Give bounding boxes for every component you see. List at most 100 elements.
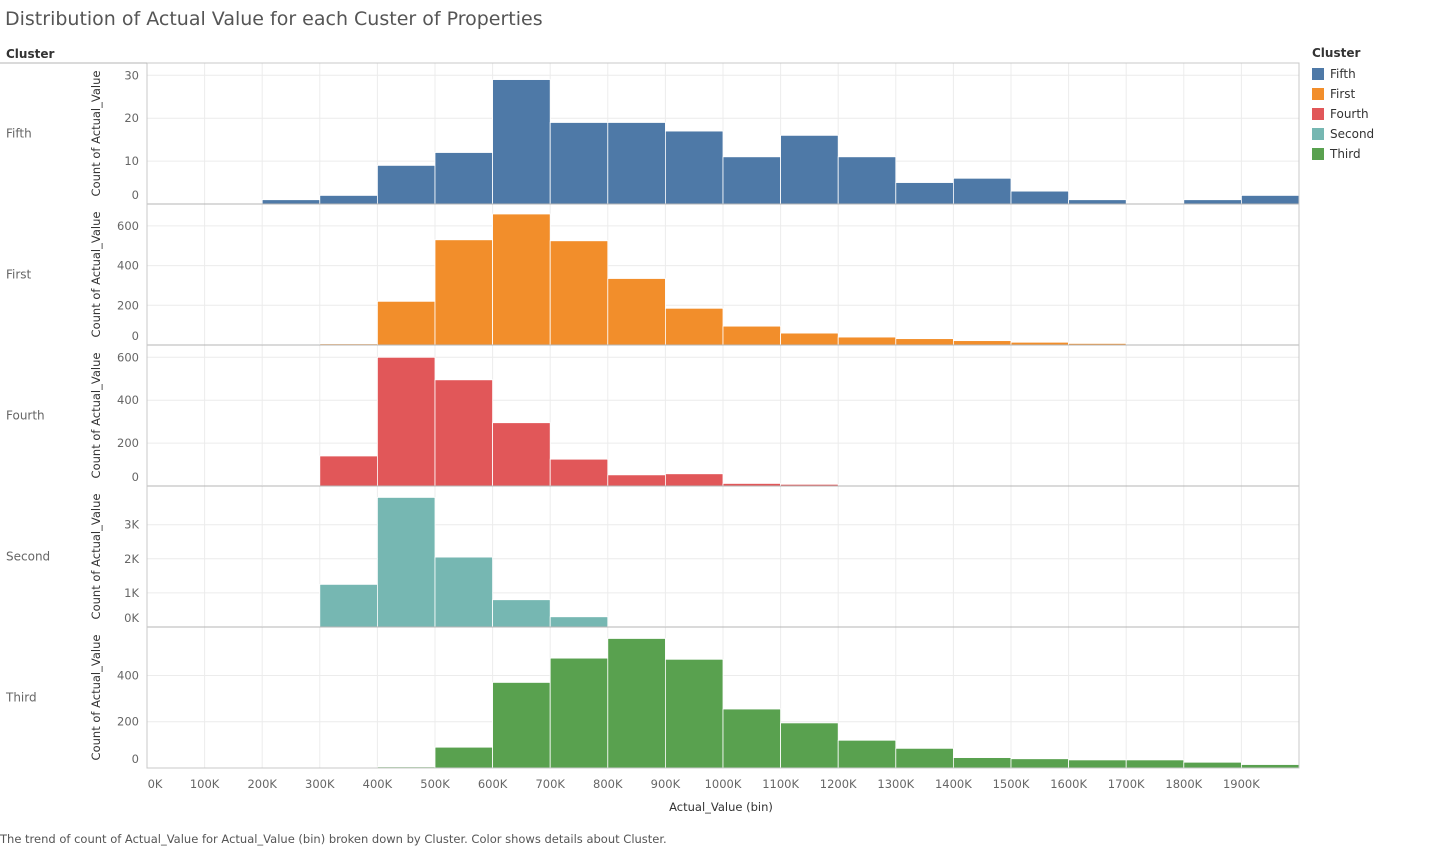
bar-second-300k — [319, 583, 378, 628]
bar-third-500k — [434, 746, 493, 769]
y-tick-label: 30 — [124, 68, 139, 82]
legend-label: Second — [1330, 127, 1375, 141]
legend: Cluster Fifth First Fourth Second Third — [1312, 46, 1374, 164]
x-axis: 0K 100K 200K 300K 400K 500K 600K 700K 800K 900K 10… — [148, 777, 1261, 814]
panel-first: 0 200 400 600 Count of Actual_Value First — [6, 212, 1299, 346]
bar-first-1000k — [722, 325, 781, 346]
bar-fifth-1500k — [1010, 190, 1069, 205]
chart-caption: The trend of count of Actual_Value for A… — [0, 832, 667, 846]
x-tick-label: 1200K — [820, 777, 857, 791]
legend-item-second[interactable]: Second — [1312, 124, 1374, 144]
bar-fifth-1600k — [1068, 199, 1127, 205]
x-tick-label: 1400K — [935, 777, 972, 791]
bar-first-1300k — [895, 338, 954, 346]
x-tick-label: 700K — [535, 777, 565, 791]
bar-second-400k — [376, 497, 436, 628]
bar-fifth-900k — [665, 130, 724, 205]
bar-fifth-200k — [261, 199, 321, 205]
y-axis-title: Count of Actual_Value — [89, 635, 103, 761]
bar-third-1100k — [780, 722, 839, 769]
bar-first-500k — [434, 239, 493, 346]
bar-fifth-1100k — [780, 134, 839, 205]
x-tick-label: 400K — [363, 777, 393, 791]
legend-item-fourth[interactable]: Fourth — [1312, 104, 1374, 124]
legend-swatch — [1312, 148, 1324, 160]
row-label-third: Third — [5, 691, 37, 705]
bar-third-1600k — [1068, 759, 1127, 769]
bar-third-1500k — [1010, 758, 1069, 769]
bar-third-1200k — [837, 739, 897, 769]
panel-fifth: 0 10 20 30 Count of Actual_Value Fifth — [6, 68, 1300, 205]
legend-swatch — [1312, 128, 1324, 140]
x-tick-label: 1900K — [1223, 777, 1260, 791]
x-tick-label: 1000K — [705, 777, 742, 791]
legend-item-first[interactable]: First — [1312, 84, 1374, 104]
y-tick-label: 0 — [132, 470, 139, 484]
bar-fifth-600k — [492, 79, 551, 205]
bar-third-1900k — [1241, 764, 1300, 769]
x-tick-label: 100K — [190, 777, 220, 791]
bar-fifth-1900k — [1241, 195, 1300, 205]
y-tick-label: 10 — [124, 154, 139, 168]
bar-third-1700k — [1125, 759, 1185, 769]
x-tick-label: 1500K — [993, 777, 1030, 791]
legend-item-fifth[interactable]: Fifth — [1312, 64, 1374, 84]
bar-first-800k — [607, 278, 666, 346]
legend-swatch — [1312, 88, 1324, 100]
bar-fifth-300k — [319, 195, 378, 205]
legend-item-third[interactable]: Third — [1312, 144, 1374, 164]
x-tick-label: 900K — [651, 777, 681, 791]
y-tick-label: 600 — [117, 219, 139, 233]
y-tick-label: 3K — [124, 518, 139, 532]
bar-first-900k — [665, 307, 724, 346]
y-tick-label: 1K — [124, 586, 139, 600]
bar-third-900k — [665, 658, 724, 769]
y-tick-label: 600 — [117, 350, 139, 364]
bar-second-700k — [549, 616, 609, 628]
bar-fourth-800k — [607, 474, 666, 487]
bar-fifth-1300k — [895, 182, 954, 205]
x-tick-label: 200K — [247, 777, 277, 791]
y-tick-label: 400 — [117, 668, 139, 682]
bar-fourth-900k — [665, 473, 724, 487]
bar-fifth-1000k — [722, 156, 781, 205]
x-axis-title: Actual_Value (bin) — [669, 800, 773, 814]
y-axis-title: Count of Actual_Value — [89, 71, 103, 197]
bar-first-1200k — [837, 336, 897, 346]
panel-fourth: 0 200 400 600 Count of Actual_Value Fourth — [6, 350, 1299, 487]
row-label-first: First — [6, 268, 32, 282]
legend-title: Cluster — [1312, 46, 1361, 60]
y-axis-title: Count of Actual_Value — [89, 212, 103, 338]
bar-fifth-1800k — [1183, 199, 1242, 205]
bar-third-1000k — [722, 708, 781, 769]
y-tick-label: 0 — [132, 188, 139, 202]
x-tick-label: 1700K — [1108, 777, 1145, 791]
bar-fourth-400k — [376, 356, 436, 487]
bar-third-1300k — [895, 747, 954, 769]
row-label-second: Second — [6, 550, 50, 564]
legend-swatch — [1312, 108, 1324, 120]
y-tick-label: 400 — [117, 259, 139, 273]
legend-items: Fifth First Fourth Second Third — [1312, 64, 1374, 164]
bar-first-400k — [376, 300, 436, 346]
y-tick-label: 0 — [132, 329, 139, 343]
bar-third-1800k — [1183, 761, 1242, 769]
panel-third: 0 200 400 Count of Actual_Value Third — [5, 635, 1300, 769]
x-tick-label: 500K — [420, 777, 450, 791]
row-header-label: Cluster — [6, 47, 55, 61]
y-tick-label: 0 — [132, 752, 139, 766]
y-tick-label: 20 — [124, 111, 139, 125]
y-tick-label: 2K — [124, 552, 139, 566]
bar-second-600k — [492, 599, 551, 628]
legend-label: First — [1330, 87, 1356, 101]
bar-fourth-500k — [434, 379, 493, 487]
y-tick-label: 200 — [117, 436, 139, 450]
x-tick-label: 0K — [148, 777, 163, 791]
bar-first-700k — [549, 240, 609, 346]
bar-fifth-500k — [434, 152, 493, 205]
bar-third-600k — [492, 682, 551, 769]
bar-fifth-800k — [607, 122, 666, 205]
bar-fourth-600k — [492, 422, 551, 487]
bar-first-1100k — [780, 332, 839, 346]
bar-second-500k — [434, 556, 493, 628]
